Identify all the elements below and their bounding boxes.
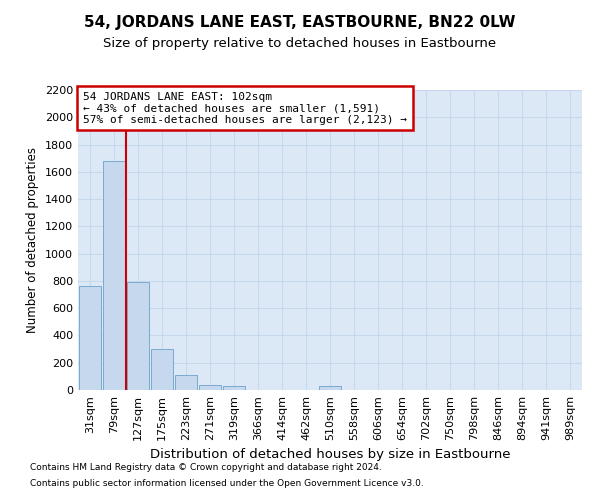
Bar <box>127 282 149 390</box>
Bar <box>79 286 101 390</box>
Bar <box>223 386 245 390</box>
Y-axis label: Number of detached properties: Number of detached properties <box>26 147 40 333</box>
Bar <box>103 161 125 390</box>
Bar <box>151 349 173 390</box>
X-axis label: Distribution of detached houses by size in Eastbourne: Distribution of detached houses by size … <box>150 448 510 462</box>
Bar <box>319 386 341 390</box>
Text: Contains HM Land Registry data © Crown copyright and database right 2024.: Contains HM Land Registry data © Crown c… <box>30 464 382 472</box>
Text: 54 JORDANS LANE EAST: 102sqm
← 43% of detached houses are smaller (1,591)
57% of: 54 JORDANS LANE EAST: 102sqm ← 43% of de… <box>83 92 407 124</box>
Bar <box>199 384 221 390</box>
Text: 54, JORDANS LANE EAST, EASTBOURNE, BN22 0LW: 54, JORDANS LANE EAST, EASTBOURNE, BN22 … <box>84 15 516 30</box>
Text: Contains public sector information licensed under the Open Government Licence v3: Contains public sector information licen… <box>30 478 424 488</box>
Text: Size of property relative to detached houses in Eastbourne: Size of property relative to detached ho… <box>103 38 497 51</box>
Bar <box>175 375 197 390</box>
